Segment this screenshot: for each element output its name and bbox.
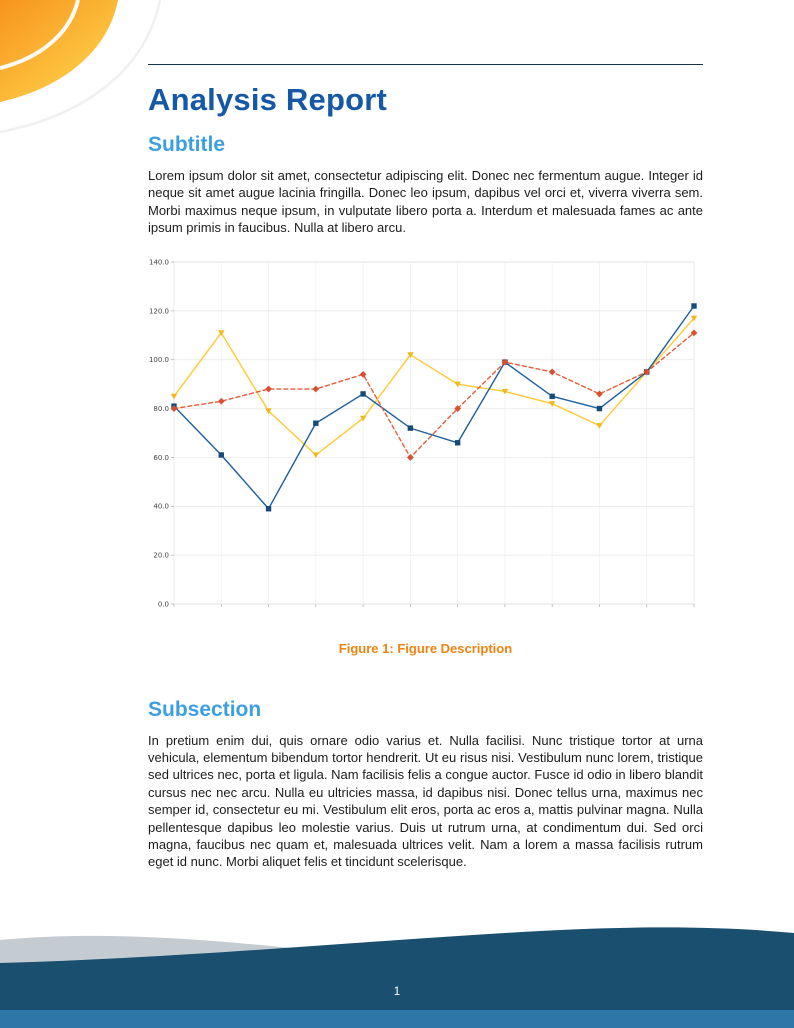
corner-gray-arc-icon [0,0,162,134]
svg-text:100.0: 100.0 [149,356,169,364]
section-heading-subtitle: Subtitle [148,133,225,156]
figure-caption-label: Figure 1: [338,640,394,656]
figure-caption-text: Figure Description [397,640,513,656]
body-paragraph-2: In pretium enim dui, quis ornare odio va… [148,732,703,870]
page-title: Analysis Report [148,82,388,117]
svg-text:40.0: 40.0 [153,502,169,510]
footer-wave-navy-icon [0,927,794,1028]
figure-caption: Figure 1: Figure Description [148,641,703,656]
line-chart: 0.0 20.0 40.0 60.0 80.0 100.0 120.0 140.0 [149,258,698,608]
svg-text:140.0: 140.0 [149,258,169,266]
page-footer: 1 [0,863,794,1028]
svg-text:80.0: 80.0 [153,405,169,413]
page-content: Analysis Report Subtitle Lorem ipsum dol… [0,64,794,871]
footer-strip-icon [0,1010,794,1028]
top-rule [148,64,703,65]
svg-text:20.0: 20.0 [153,551,169,559]
svg-text:0.0: 0.0 [158,600,169,608]
svg-text:120.0: 120.0 [149,307,169,315]
section-heading-subsection: Subsection [148,697,262,721]
body-paragraph-1: Lorem ipsum dolor sit amet, consectetur … [148,168,703,236]
figure-1: 0.0 20.0 40.0 60.0 80.0 100.0 120.0 140.0 Figur… [148,253,703,656]
corner-white-stripe-icon [0,0,80,70]
footer-wave [0,927,794,1028]
page-number: 1 [393,986,401,998]
svg-text:60.0: 60.0 [153,453,169,461]
corner-swoosh-icon [0,0,118,102]
corner-decoration [0,0,162,134]
